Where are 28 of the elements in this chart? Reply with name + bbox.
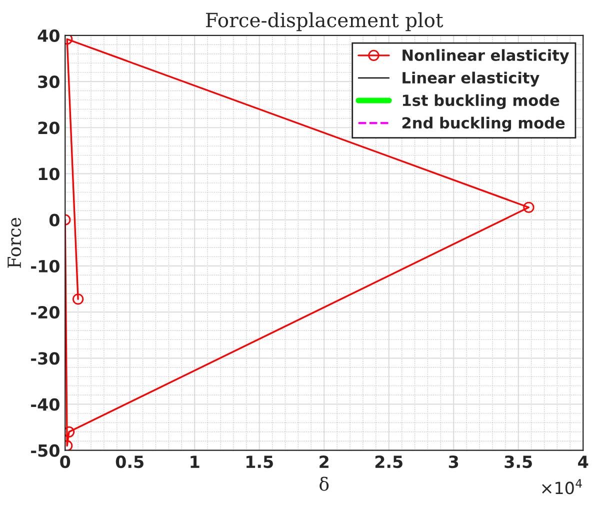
x-tick-label: 3.5: [504, 455, 532, 468]
x-axis-title: δ: [320, 476, 329, 491]
x-tick-label: 4: [578, 456, 588, 468]
y-tick-label: -40: [31, 398, 60, 411]
x-tick-label: 1: [190, 456, 200, 468]
legend-label: 1st buckling mode: [402, 94, 560, 110]
y-tick-label: -20: [31, 306, 60, 319]
point: [65, 426, 75, 438]
legend-label: Nonlinear elasticity: [402, 49, 570, 64]
legend-label: Linear elasticity: [402, 72, 540, 87]
legend-label: 2nd buckling mode: [402, 116, 565, 132]
y-tick-label: -30: [31, 352, 60, 365]
x-tick-label: 0.5: [116, 455, 144, 468]
y-tick-label: 30: [38, 75, 60, 88]
chart-title: Force-displacement plot: [206, 12, 444, 32]
y-tick-label: 0: [49, 214, 60, 226]
x-tick-label: 2.5: [375, 455, 402, 468]
x-tick-label: 2: [320, 455, 328, 468]
y-tick-label: 10: [38, 168, 60, 180]
y-tick-label: 20: [38, 122, 60, 134]
y-axis-title: Force: [8, 218, 22, 268]
x-tick-label: 1.5: [246, 456, 273, 468]
text: ×10$^{4}$: [542, 479, 582, 494]
y-tick-label: 40: [38, 29, 60, 42]
x-tick-label: 3: [448, 455, 458, 468]
y-tick-label: -10: [31, 260, 60, 272]
y-tick-label: -50: [31, 444, 60, 457]
x-tick-label: 0: [60, 455, 70, 468]
